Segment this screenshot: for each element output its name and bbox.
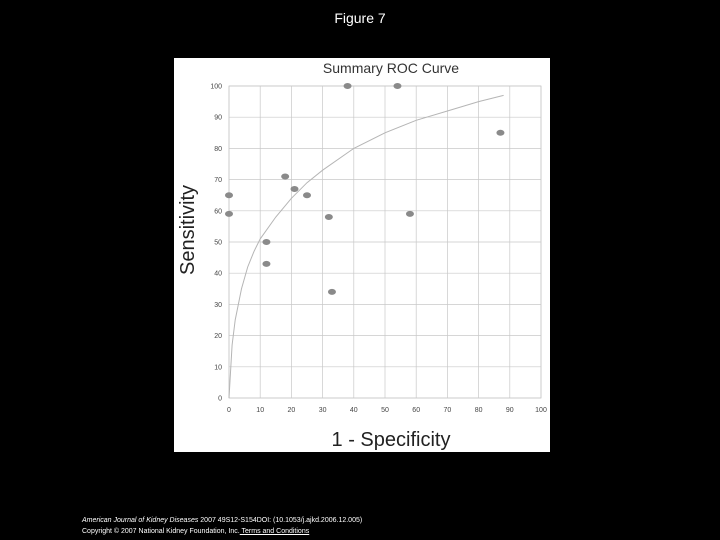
x-tick-label: 80 — [475, 407, 483, 414]
y-tick-label: 100 — [210, 84, 222, 91]
study-point — [324, 214, 333, 221]
study-point — [262, 239, 271, 245]
terms-link[interactable]: Terms and Conditions — [239, 528, 310, 535]
x-tick-label: 20 — [288, 407, 296, 414]
y-tick-label: 90 — [214, 115, 222, 122]
study-point — [225, 192, 233, 199]
figure-title: Figure 7 — [334, 10, 386, 26]
y-axis-label: Sensitivity — [177, 185, 199, 275]
point-layer — [225, 83, 505, 295]
y-tick-label: 70 — [214, 177, 222, 184]
y-tick-label: 20 — [214, 333, 222, 340]
study-point — [405, 210, 414, 217]
citation-line-1: American Journal of Kidney Diseases 2007… — [82, 515, 362, 526]
study-point — [281, 173, 290, 180]
x-axis-label: 1 - Specificity — [332, 429, 451, 451]
citation-line-2: Copyright © 2007 National Kidney Foundat… — [82, 526, 362, 537]
x-tick-label: 40 — [350, 407, 358, 414]
study-point — [225, 210, 233, 217]
x-tick-label: 100 — [535, 407, 547, 414]
y-tick-label: 10 — [214, 364, 222, 371]
y-tick-label: 80 — [214, 146, 222, 153]
x-tick-label: 60 — [412, 407, 420, 414]
citation: American Journal of Kidney Diseases 2007… — [82, 515, 362, 537]
y-tick-label: 30 — [214, 302, 222, 309]
tick-labels: 0 10 20 30 40 50 60 70 80 90 100 0 10 20 30 40 50 60 70 80 9… — [210, 84, 547, 415]
study-point — [290, 185, 299, 192]
x-tick-label: 50 — [381, 407, 389, 414]
plot-frame — [228, 85, 542, 399]
y-tick-label: 0 — [218, 396, 222, 403]
chart-title: Summary ROC Curve — [323, 60, 459, 76]
study-point — [303, 192, 311, 199]
copyright-text: Copyright © 2007 National Kidney Foundat… — [82, 528, 240, 535]
x-tick-label: 10 — [256, 407, 264, 414]
study-point — [393, 83, 402, 89]
citation-details: 2007 49S12-S154DOI: (10.1053/j.ajkd.2006… — [198, 517, 363, 524]
x-tick-label: 90 — [506, 407, 514, 414]
curve-layer — [228, 94, 504, 399]
study-point — [262, 260, 271, 267]
y-tick-label: 50 — [214, 240, 222, 247]
x-tick-label: 30 — [319, 407, 327, 414]
journal-name: American Journal of Kidney Diseases — [82, 517, 199, 524]
x-tick-label: 0 — [227, 407, 231, 414]
y-tick-label: 40 — [214, 271, 222, 278]
grid — [228, 85, 542, 399]
y-tick-label: 60 — [214, 208, 222, 215]
study-point — [343, 83, 352, 89]
study-point — [496, 129, 505, 136]
roc-chart: Summary ROC Curve 0 10 20 30 40 50 60 70 80 90 100… — [174, 58, 550, 452]
roc-chart-svg: Summary ROC Curve 0 10 20 30 40 50 60 70 80 90 100… — [177, 60, 547, 451]
x-tick-label: 70 — [444, 407, 452, 414]
study-point — [327, 288, 336, 295]
summary-roc-curve — [228, 94, 504, 399]
